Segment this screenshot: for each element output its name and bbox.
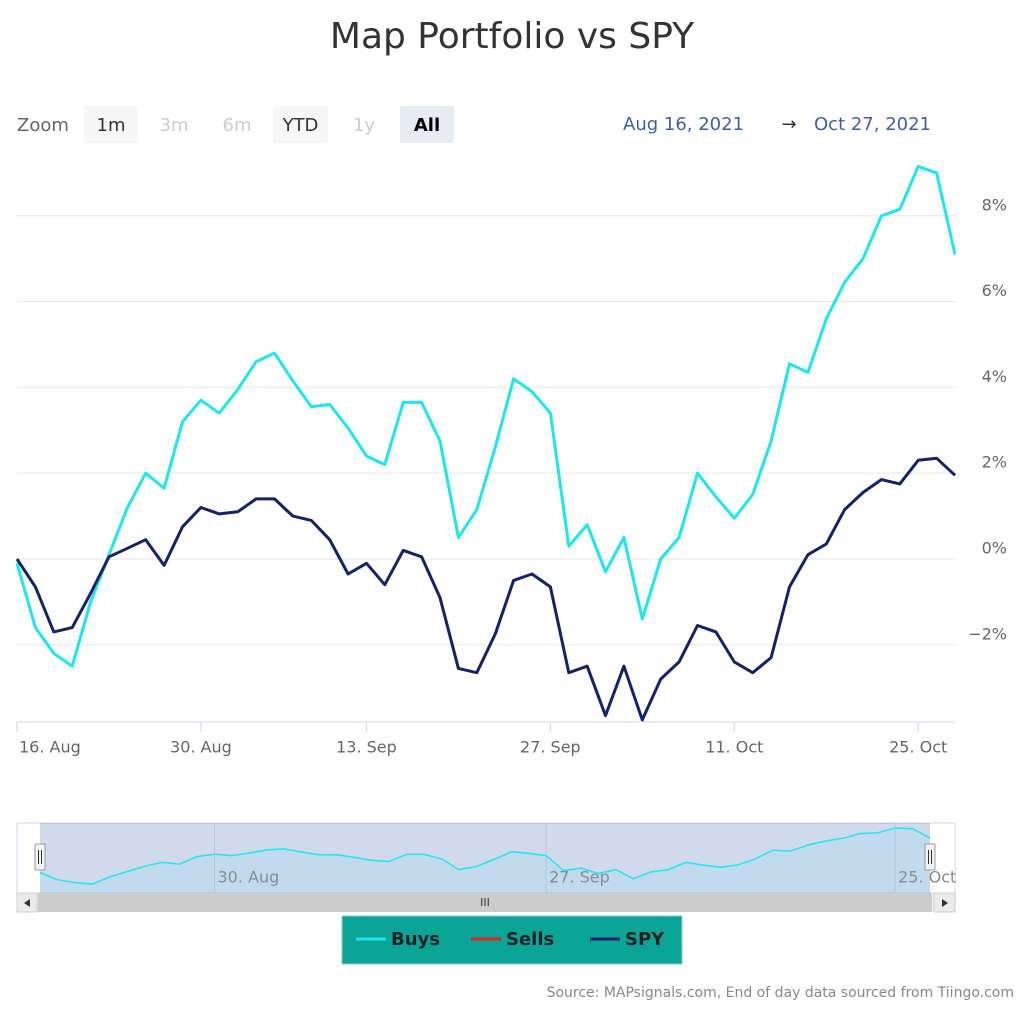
x-tick-label: 27. Sep xyxy=(520,738,581,757)
zoom-button-label[interactable]: 3m xyxy=(160,115,189,136)
x-tick-label: 13. Sep xyxy=(336,738,397,757)
zoom-button-label[interactable]: All xyxy=(414,115,440,136)
x-tick-label: 16. Aug xyxy=(19,738,81,757)
legend-label[interactable]: Sells xyxy=(506,929,554,950)
zoom-button[interactable] xyxy=(273,106,328,143)
y-tick-label: −2% xyxy=(968,624,1007,643)
zoom-button-label[interactable]: YTD xyxy=(282,115,319,136)
navigator-tick-label: 30. Aug xyxy=(218,868,280,887)
zoom-label: Zoom xyxy=(17,115,69,136)
x-tick-label: 25. Oct xyxy=(889,738,947,757)
range-from[interactable]: Aug 16, 2021 xyxy=(623,114,744,135)
navigator-line xyxy=(39,827,931,885)
zoom-button-label[interactable]: 6m xyxy=(223,115,252,136)
x-tick-label: 11. Oct xyxy=(705,738,763,757)
scrollbar-grip: III xyxy=(480,896,490,909)
y-tick-label: 2% xyxy=(982,453,1007,472)
scrollbar-right-arrow xyxy=(942,899,948,907)
legend-label[interactable]: Buys xyxy=(391,929,440,950)
navigator-area xyxy=(40,828,930,893)
navigator-mask xyxy=(40,823,930,893)
series-line xyxy=(15,164,957,668)
navigator-tick-label: 25. Oct xyxy=(898,868,956,887)
navigator-handle-grip xyxy=(38,850,42,864)
zoom-button[interactable] xyxy=(400,106,454,143)
x-tick-label: 30. Aug xyxy=(170,738,232,757)
y-tick-label: 4% xyxy=(982,367,1007,386)
chart-title: Map Portfolio vs SPY xyxy=(330,16,695,57)
legend-box xyxy=(341,915,683,965)
legend-label[interactable]: SPY xyxy=(625,929,665,950)
y-tick-label: 6% xyxy=(982,281,1007,300)
navigator-handle-grip xyxy=(928,850,932,864)
source-note: Source: MAPsignals.com, End of day data … xyxy=(547,985,1014,1001)
range-arrow: → xyxy=(781,114,796,135)
series-line xyxy=(15,456,957,722)
zoom-button[interactable] xyxy=(84,106,138,143)
zoom-button-label[interactable]: 1m xyxy=(97,115,126,136)
zoom-button-label[interactable]: 1y xyxy=(353,115,375,136)
navigator-handle[interactable] xyxy=(34,843,46,871)
scrollbar-thumb[interactable] xyxy=(38,893,932,912)
range-to[interactable]: Oct 27, 2021 xyxy=(814,114,931,135)
navigator-handle[interactable] xyxy=(924,843,936,871)
y-tick-label: 0% xyxy=(982,538,1007,557)
scrollbar-left-arrow xyxy=(24,899,30,907)
y-tick-label: 8% xyxy=(982,195,1007,214)
